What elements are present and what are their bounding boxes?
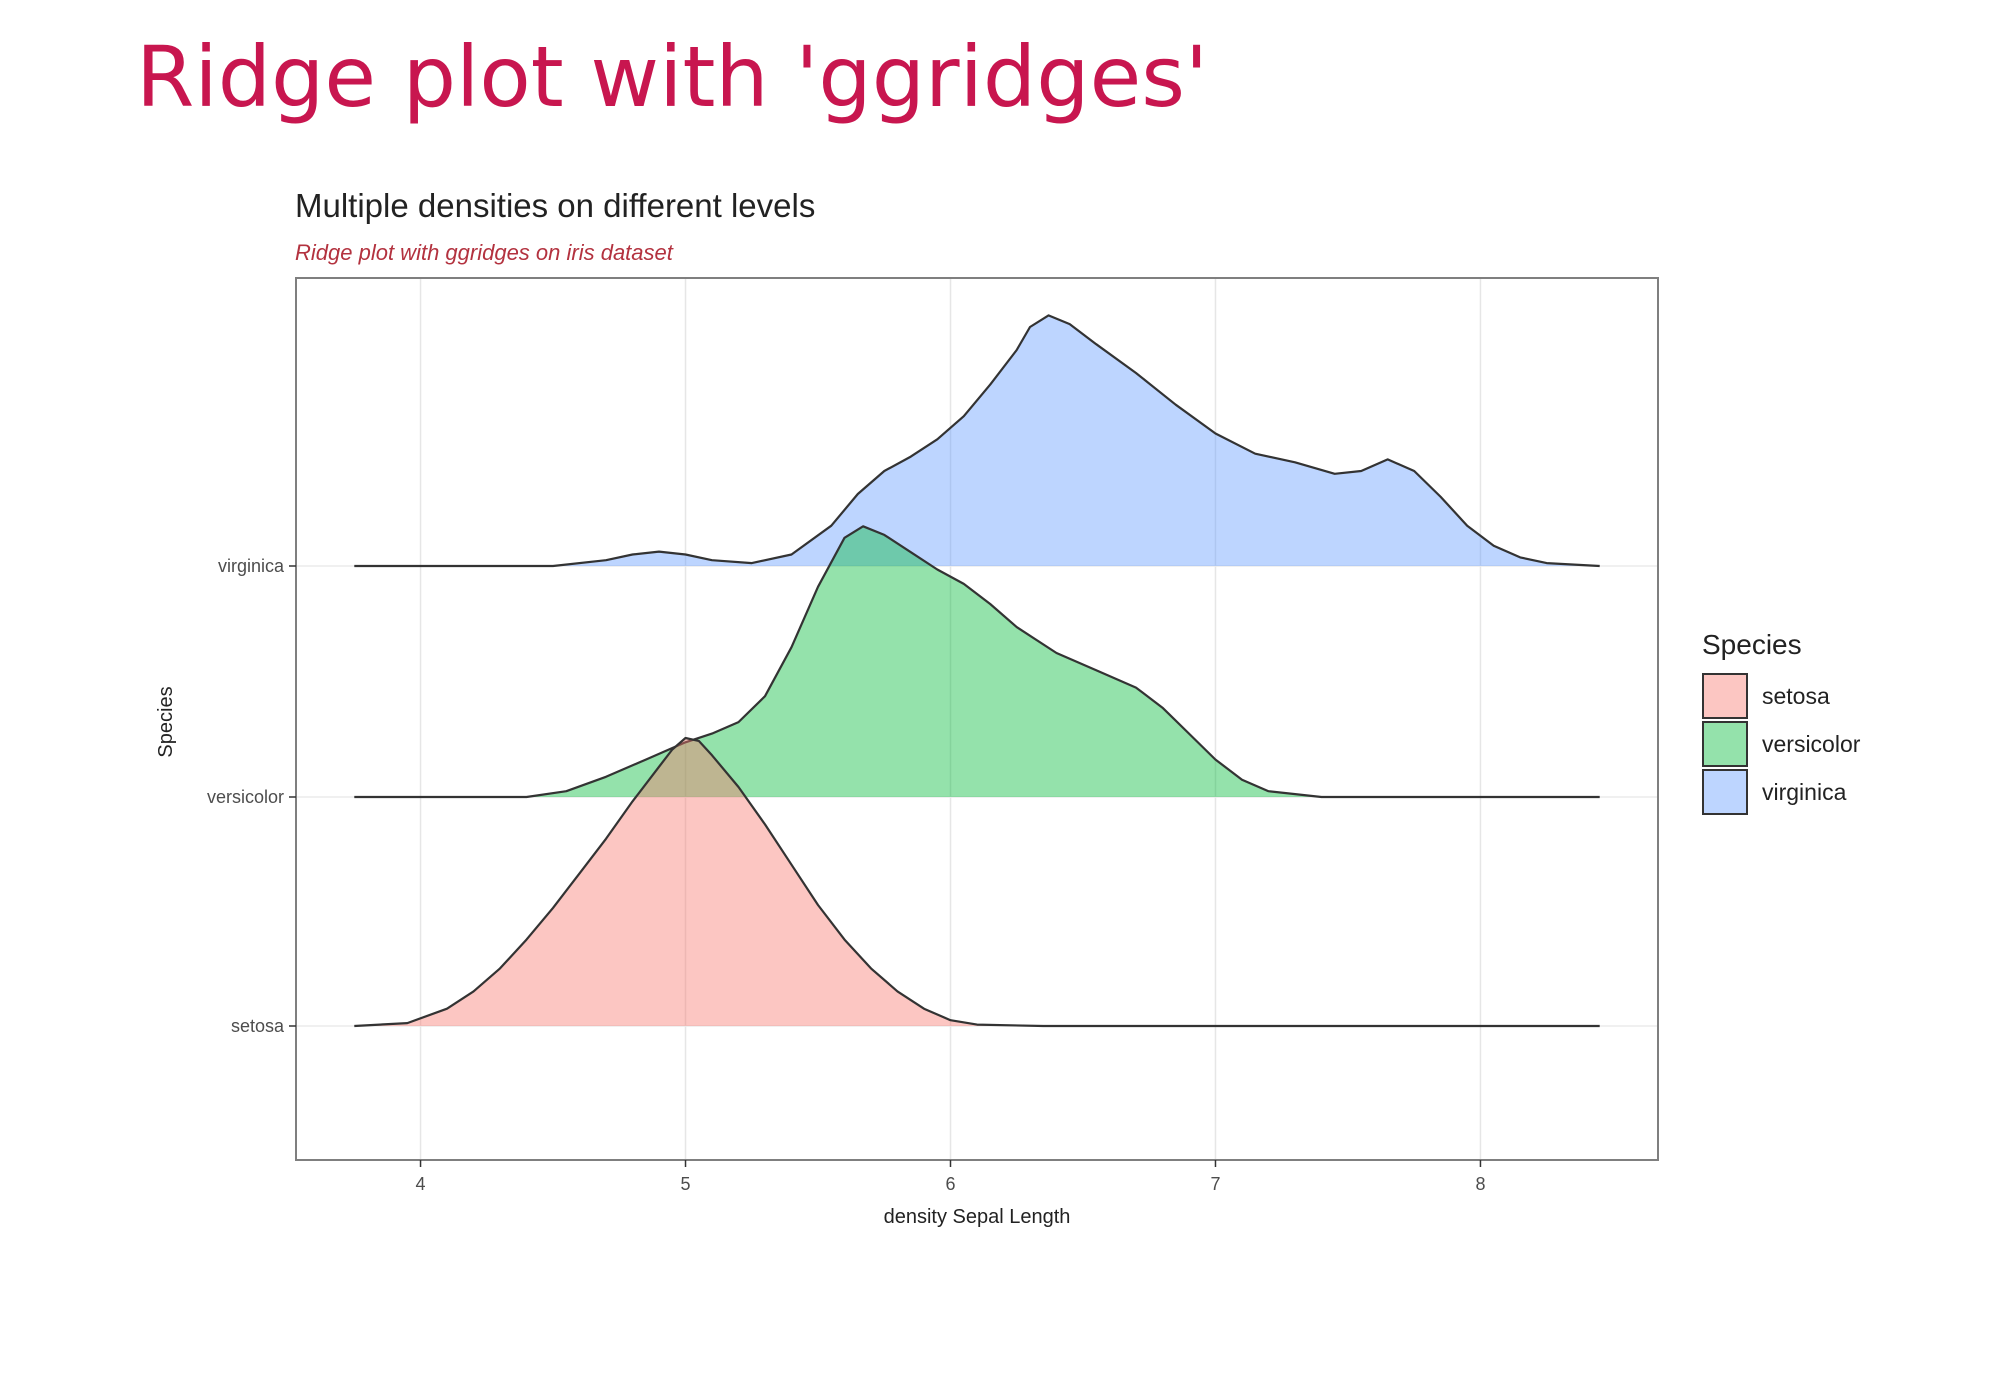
legend-label-versicolor: versicolor <box>1762 731 1861 757</box>
ridge-area-versicolor <box>354 526 1600 797</box>
legend-label-setosa: setosa <box>1762 683 1830 709</box>
ridge-line-virginica <box>354 314 1600 568</box>
ridge-area-setosa <box>354 738 1600 1026</box>
chart-title: Multiple densities on different levels <box>295 187 815 224</box>
chart-subtitle: Ridge plot with ggridges on iris dataset <box>295 240 674 265</box>
plot-panel <box>295 277 1659 1161</box>
legend-key-bg <box>1703 770 1747 814</box>
y-tick-label: versicolor <box>207 787 284 807</box>
legend-key-virginica <box>1702 769 1748 815</box>
legend-key-versicolor <box>1702 721 1748 767</box>
x-tick-label: 6 <box>945 1174 955 1194</box>
x-tick-label: 7 <box>1210 1174 1220 1194</box>
x-axis-label: density Sepal Length <box>884 1206 1071 1228</box>
ridge-line-versicolor <box>354 525 1600 799</box>
ridges <box>354 314 1600 1028</box>
legend-key-bg <box>1703 674 1747 718</box>
y-axis-label: Species <box>155 686 177 757</box>
legend-label-virginica: virginica <box>1762 779 1847 805</box>
x-tick-label: 5 <box>681 1174 691 1194</box>
legend-key-bg <box>1703 722 1747 766</box>
y-tick-label: setosa <box>231 1016 285 1036</box>
legend-title: Species <box>1702 629 1802 660</box>
axes: 4 5 6 7 8 setosa versicolor virginica <box>207 556 1486 1194</box>
legend: Species setosa versicolor virginica <box>1702 629 1861 815</box>
slide-title: Ridge plot with 'ggridges' <box>136 28 1209 126</box>
x-tick-label: 8 <box>1475 1174 1485 1194</box>
ridge-area-virginica <box>354 315 1600 566</box>
legend-key-setosa <box>1702 673 1748 719</box>
x-tick-label: 4 <box>416 1174 426 1194</box>
ridge-line-setosa <box>354 736 1600 1028</box>
y-tick-label: virginica <box>218 556 285 576</box>
